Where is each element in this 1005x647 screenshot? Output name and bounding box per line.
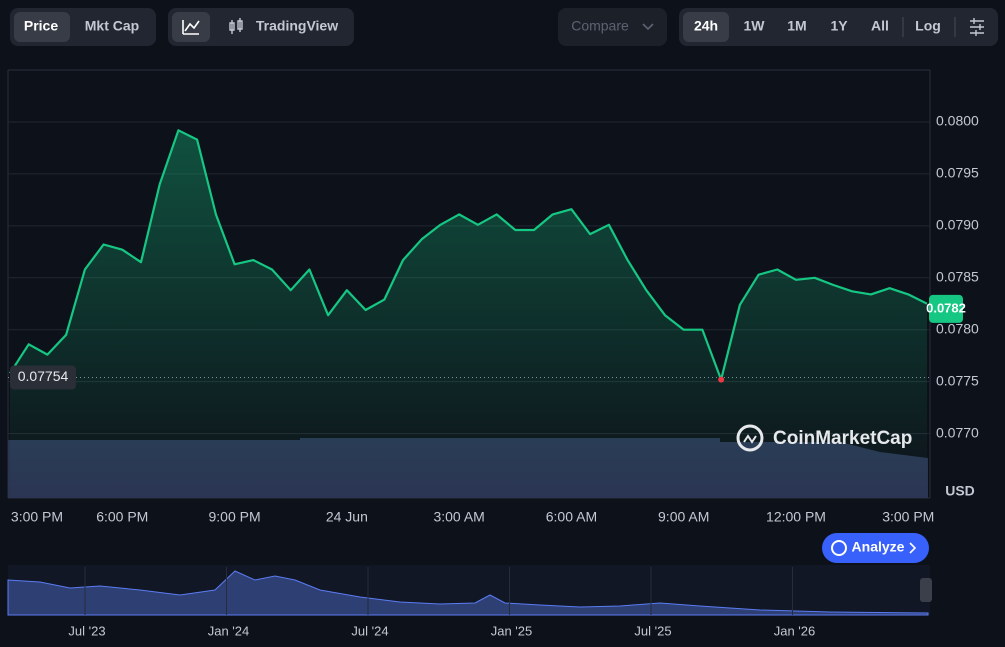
view-button[interactable]: Mkt Cap — [85, 18, 139, 34]
watermark: CoinMarketCap — [736, 424, 912, 452]
x-tick-label: 12:00 PM — [766, 509, 826, 525]
tool-button[interactable]: TradingView — [256, 18, 338, 34]
x-tick-label: 9:00 AM — [658, 509, 709, 525]
analyze-button[interactable] — [822, 533, 929, 563]
navigator-handle[interactable] — [920, 578, 932, 602]
reference-label: 0.07754 — [18, 368, 69, 384]
watermark-text: CoinMarketCap — [773, 428, 912, 449]
x-tick-label: 24 Jun — [326, 509, 368, 525]
chevron — [642, 23, 654, 31]
candle-icon — [229, 18, 243, 34]
current-label: 0.0782 — [926, 300, 966, 315]
y-tick-label: 0.0790 — [936, 217, 979, 233]
navigator-label: Jul '24 — [351, 623, 388, 638]
navigator-area — [7, 570, 929, 616]
x-tick-label: 3:00 PM — [882, 509, 934, 525]
line-tool[interactable] — [172, 12, 210, 42]
navigator-label: Jan '25 — [491, 623, 533, 638]
y-tick-label: 0.0770 — [936, 424, 979, 440]
y-tick-label: 0.0780 — [936, 320, 979, 336]
view-active[interactable] — [14, 12, 70, 42]
line — [9, 129, 928, 381]
tool-group — [168, 8, 354, 46]
range-button[interactable]: All — [871, 18, 889, 34]
low-marker — [718, 376, 725, 383]
range-group — [679, 8, 998, 46]
y-tick-label: 0.0795 — [936, 165, 979, 181]
x-tick-label: 9:00 PM — [209, 509, 261, 525]
compare-button[interactable]: Compare — [571, 18, 629, 34]
unit: USD — [945, 483, 975, 499]
navigator-label: Jul '23 — [68, 623, 105, 638]
y-tick-label: 0.0775 — [936, 372, 979, 388]
navigator-label: Jan '24 — [208, 623, 250, 638]
navigator-label: Jul '25 — [634, 623, 671, 638]
area — [10, 130, 927, 499]
x-tick-label: 6:00 PM — [96, 509, 148, 525]
range-active[interactable] — [683, 12, 729, 42]
analyze-icon — [831, 540, 847, 556]
x-tick-label: 3:00 AM — [433, 509, 484, 525]
range-button[interactable]: 24h — [694, 18, 718, 34]
range-button[interactable]: 1M — [787, 18, 806, 34]
range-button[interactable]: 1W — [744, 18, 766, 34]
navigator-labels: Jul '23 Jan '24 Jul '24 Jan '25 Jul '25 Jan '… — [68, 567, 815, 638]
view-button[interactable]: Price — [24, 18, 58, 34]
navigator-label: Jan '26 — [774, 623, 816, 638]
reference-tag — [10, 365, 76, 390]
range-button[interactable]: 1Y — [830, 18, 848, 34]
x-tick-label: 6:00 AM — [546, 509, 597, 525]
y-tick-label: 0.0785 — [936, 268, 979, 284]
x-tick-label: 3:00 PM — [11, 509, 63, 525]
current-tag — [929, 294, 963, 323]
plot: 0.0800 0.0795 0.0790 0.0785 0.0780 0.0775 0.07… — [8, 113, 979, 525]
chevron — [909, 542, 917, 554]
y-tick-label: 0.0800 — [936, 113, 979, 129]
analyze-label[interactable]: Analyze — [852, 539, 905, 555]
line-icon — [182, 20, 200, 35]
range-button[interactable]: Log — [915, 18, 941, 34]
settings-icon[interactable] — [970, 18, 984, 36]
compare-box[interactable] — [558, 8, 667, 46]
